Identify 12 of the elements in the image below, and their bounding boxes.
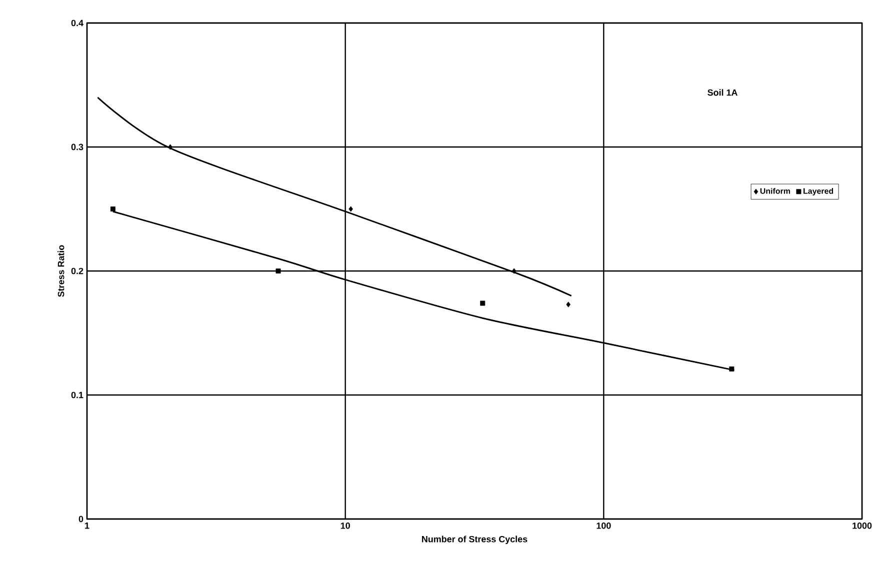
annotation: Soil 1A (708, 89, 738, 96)
x-tick-label: 1000 (852, 522, 872, 529)
y-tick-label: 0.3 (71, 144, 84, 150)
x-tick-label: 10 (340, 522, 350, 529)
x-axis-title: Number of Stress Cycles (422, 536, 528, 544)
x-tick-label: 1 (85, 522, 90, 529)
y-tick-label: 0.4 (71, 20, 84, 26)
y-tick-label: 0.1 (71, 392, 84, 398)
y-tick-label: 0 (78, 516, 84, 522)
y-tick-label: 0.2 (71, 268, 84, 274)
y-axis-title: Stress Ratio (58, 245, 64, 297)
x-tick-label: 100 (596, 522, 611, 529)
